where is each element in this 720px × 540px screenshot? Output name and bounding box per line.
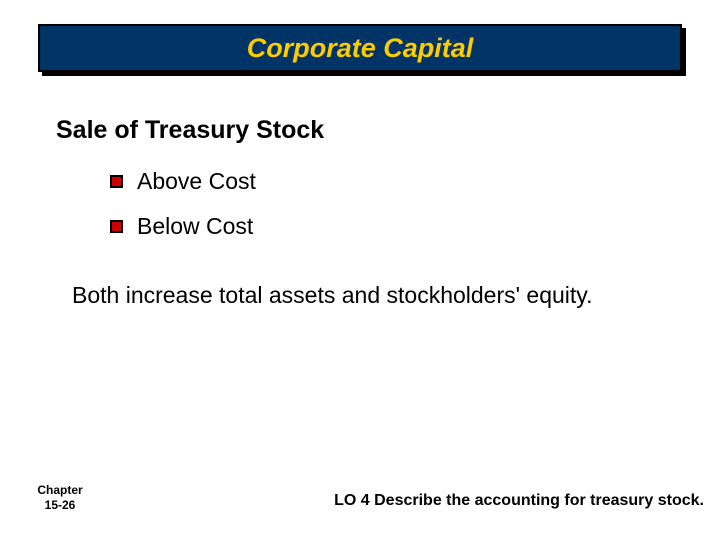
- title-bar: Corporate Capital: [38, 24, 682, 72]
- slide-title: Corporate Capital: [247, 33, 474, 64]
- list-item: Above Cost: [110, 168, 256, 195]
- bullet-text: Above Cost: [137, 168, 256, 195]
- chapter-footer: Chapter 15-26: [30, 483, 90, 512]
- learning-objective: LO 4 Describe the accounting for treasur…: [334, 492, 704, 510]
- bullet-icon: [110, 220, 123, 233]
- bullet-list: Above Cost Below Cost: [110, 168, 256, 258]
- chapter-label: Chapter: [30, 483, 90, 497]
- bullet-icon: [110, 175, 123, 188]
- section-heading: Sale of Treasury Stock: [56, 116, 324, 145]
- title-face: Corporate Capital: [38, 24, 682, 72]
- bullet-text: Below Cost: [137, 213, 253, 240]
- body-paragraph: Both increase total assets and stockhold…: [72, 280, 660, 311]
- list-item: Below Cost: [110, 213, 256, 240]
- chapter-number: 15-26: [30, 498, 90, 512]
